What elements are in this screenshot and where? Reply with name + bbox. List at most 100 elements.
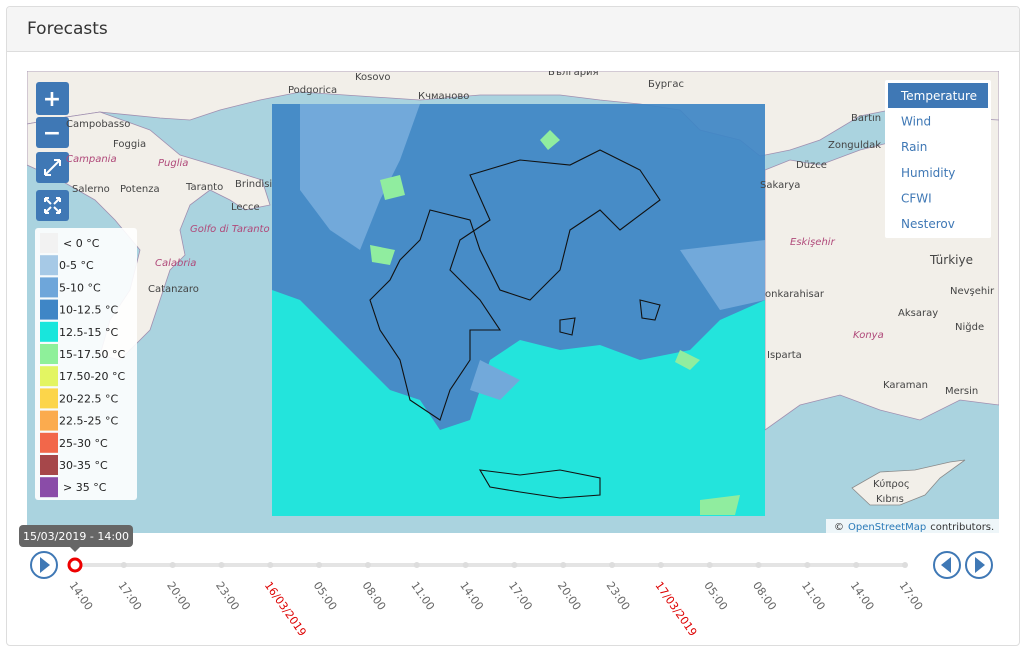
map-label: Taranto — [185, 182, 223, 193]
panel-header: Forecasts — [7, 7, 1019, 52]
timeline-tick-label: 17:00 — [506, 579, 535, 612]
legend-swatch — [40, 388, 58, 409]
legend-swatch — [40, 366, 58, 387]
layer-active — [888, 83, 988, 108]
timeline-tick-label: 17:00 — [897, 579, 926, 612]
timeline-stop[interactable] — [218, 562, 225, 568]
timeline-handle[interactable] — [67, 557, 83, 573]
attribution-link[interactable]: OpenStreetMap — [848, 522, 926, 533]
attribution: © OpenStreetMap contributors. — [834, 522, 994, 533]
map-label: Catanzaro — [148, 284, 199, 295]
timeline-stop[interactable] — [462, 562, 469, 568]
map-label: Calabria — [155, 258, 196, 269]
timeline-tick-label: 17/03/2019 — [652, 579, 699, 638]
attribution-text: contributors. — [930, 522, 994, 533]
timeline-tick-label: 11:00 — [799, 579, 828, 612]
timeline-tick-label: 20:00 — [555, 579, 584, 612]
map-label: България — [548, 67, 599, 78]
timeline-stop[interactable] — [609, 562, 616, 568]
map-label: Isparta — [767, 350, 802, 361]
legend — [35, 228, 137, 500]
timeline-stop[interactable] — [413, 562, 420, 568]
zoom-in-button[interactable] — [36, 82, 69, 115]
timeline-stop[interactable] — [902, 562, 908, 568]
layer-option[interactable]: Humidity — [901, 166, 955, 180]
legend-swatch — [40, 299, 58, 320]
panel: Forecasts — [6, 6, 1020, 646]
timeline-stop[interactable] — [706, 562, 713, 568]
legend-swatch — [40, 277, 58, 298]
layer-option[interactable]: CFWI — [901, 191, 932, 205]
legend-swatch — [40, 321, 58, 342]
legend-swatch — [40, 410, 58, 431]
legend-swatch — [40, 477, 58, 498]
timeline-tick-label: 08:00 — [750, 579, 779, 612]
fullscreen-button[interactable] — [36, 190, 69, 221]
timeline-stop[interactable] — [120, 562, 127, 568]
zoom-label: + — [43, 87, 61, 112]
map-label: Türkiye — [929, 253, 973, 267]
timeline-tick-label: 14:00 — [67, 579, 96, 612]
layer-option[interactable]: Nesterov — [901, 217, 955, 231]
timeline-tick-label: 05:00 — [701, 579, 730, 612]
timeline-stop[interactable] — [169, 562, 176, 568]
timeline-tick-label: 20:00 — [164, 579, 193, 612]
zoom-out-button[interactable] — [36, 117, 69, 148]
layer-option[interactable]: Wind — [901, 115, 931, 129]
timeline-tick-label: 17:00 — [115, 579, 144, 612]
map-label: Кчманово — [418, 91, 469, 102]
map-label: Kosovo — [355, 72, 391, 83]
map-label: Aksaray — [898, 308, 938, 319]
map-label: Lecce — [231, 202, 260, 213]
map-label: Campania — [66, 154, 117, 165]
timeline-stop[interactable] — [267, 562, 274, 568]
timeline-stop[interactable] — [853, 562, 860, 568]
map-label: Salerno — [72, 184, 110, 195]
layer-option[interactable]: Temperature — [900, 89, 977, 103]
map[interactable] — [27, 71, 999, 533]
timeline-stop[interactable] — [511, 562, 518, 568]
map-label: Κύπρος — [873, 478, 910, 490]
map-label: Düzce — [796, 160, 827, 171]
map-label: Karaman — [883, 380, 928, 391]
timeline-stop[interactable] — [755, 562, 762, 568]
legend-label: < 0 °C — [63, 237, 100, 250]
legend-label: 25-30 °C — [59, 437, 108, 450]
layer-option[interactable]: Rain — [901, 140, 927, 154]
legend-label: 12.5-15 °C — [59, 326, 118, 339]
map-label: Foggia — [113, 139, 146, 150]
attribution-bg — [826, 519, 999, 533]
timeline-stop[interactable] — [364, 562, 371, 568]
timeline-stop[interactable] — [560, 562, 567, 568]
timeline-tick-label: 05:00 — [311, 579, 340, 612]
timeline-stop[interactable] — [316, 562, 323, 568]
map-label: Sakarya — [760, 180, 800, 191]
timeline-tick-label: 08:00 — [359, 579, 388, 612]
legend-swatch — [40, 432, 58, 453]
legend-label: 15-17.50 °C — [59, 348, 125, 361]
map-label: Eskişehir — [790, 237, 836, 248]
timeline-stop[interactable] — [657, 562, 664, 568]
map-label: Podgorica — [288, 85, 337, 96]
legend-label: 17.50-20 °C — [59, 370, 125, 383]
attribution-text: © — [834, 522, 844, 533]
legend-label: 5-10 °C — [59, 281, 101, 294]
legend-label: > 35 °C — [63, 481, 107, 494]
map-label: Puglia — [158, 158, 188, 169]
panel-title: Forecasts — [27, 19, 108, 39]
legend-label: 30-35 °C — [59, 459, 108, 472]
map-label: Mersin — [945, 386, 978, 397]
timeline-tick-label: 16/03/2019 — [262, 579, 309, 638]
legend-swatch — [40, 455, 58, 475]
legend-label: 0-5 °C — [59, 259, 94, 272]
layer-menu — [885, 80, 991, 238]
map-label: Golfo di Taranto — [190, 224, 270, 235]
timeline-stop[interactable] — [804, 562, 811, 568]
map-label: Brindisi — [235, 179, 272, 190]
timeline-tick-label: 23:00 — [213, 579, 242, 612]
timeline-tick-label: 23:00 — [604, 579, 633, 612]
timeline-tick-label: 14:00 — [457, 579, 486, 612]
map-label: Campobasso — [66, 119, 130, 130]
